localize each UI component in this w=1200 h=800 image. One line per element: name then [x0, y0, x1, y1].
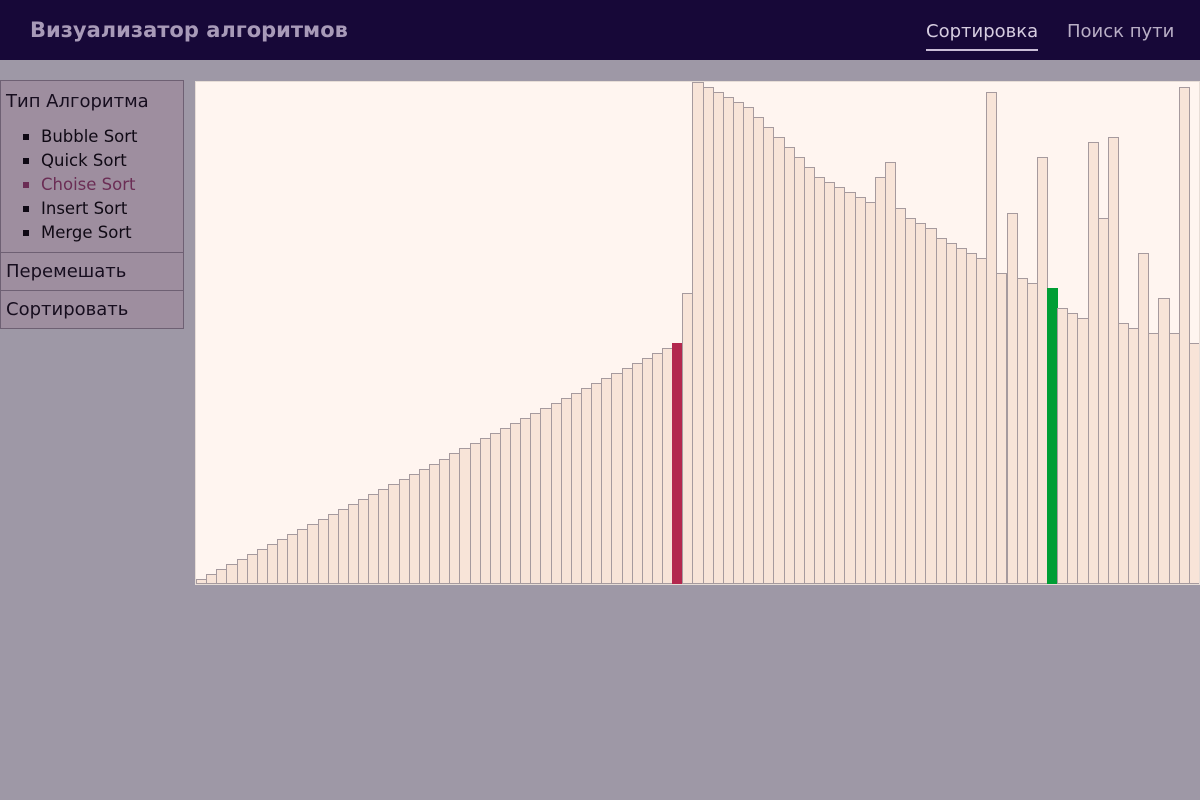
- algorithm-item-bubble-sort[interactable]: Bubble Sort: [23, 125, 183, 149]
- app-title: Визуализатор алгоритмов: [30, 18, 348, 42]
- algorithm-item-label: Insert Sort: [41, 199, 128, 218]
- square-bullet-icon: [23, 182, 29, 188]
- algorithm-item-label: Merge Sort: [41, 223, 132, 242]
- square-bullet-icon: [23, 206, 29, 212]
- array-bar: [1188, 343, 1199, 584]
- algorithm-item-choise-sort[interactable]: Choise Sort: [23, 173, 183, 197]
- sidebar: Тип Алгоритма Bubble Sort Quick Sort Cho…: [0, 80, 184, 329]
- algorithm-list: Bubble Sort Quick Sort Choise Sort Inser…: [1, 115, 183, 252]
- algorithm-type-heading: Тип Алгоритма: [6, 91, 149, 112]
- sort-section: Сортировать: [1, 291, 183, 328]
- square-bullet-icon: [23, 134, 29, 140]
- shuffle-button[interactable]: Перемешать: [1, 253, 183, 290]
- shuffle-section: Перемешать: [1, 253, 183, 291]
- tab-pathfinding[interactable]: Поиск пути: [1067, 21, 1175, 42]
- array-bar: [1178, 87, 1190, 584]
- algorithm-item-label: Bubble Sort: [41, 127, 138, 146]
- sorting-visualization-canvas: [195, 81, 1200, 585]
- algorithm-type-section: Тип Алгоритма Bubble Sort Quick Sort Cho…: [1, 81, 183, 253]
- square-bullet-icon: [23, 230, 29, 236]
- algorithm-item-label: Choise Sort: [41, 175, 136, 194]
- tab-sorting[interactable]: Сортировка: [926, 21, 1039, 51]
- algorithm-item-merge-sort[interactable]: Merge Sort: [23, 221, 183, 245]
- sort-button[interactable]: Сортировать: [1, 291, 183, 328]
- top-navbar: Визуализатор алгоритмов Сортировка Поиск…: [0, 0, 1200, 60]
- algorithm-item-insert-sort[interactable]: Insert Sort: [23, 197, 183, 221]
- algorithm-item-label: Quick Sort: [41, 151, 127, 170]
- square-bullet-icon: [23, 158, 29, 164]
- algorithm-item-quick-sort[interactable]: Quick Sort: [23, 149, 183, 173]
